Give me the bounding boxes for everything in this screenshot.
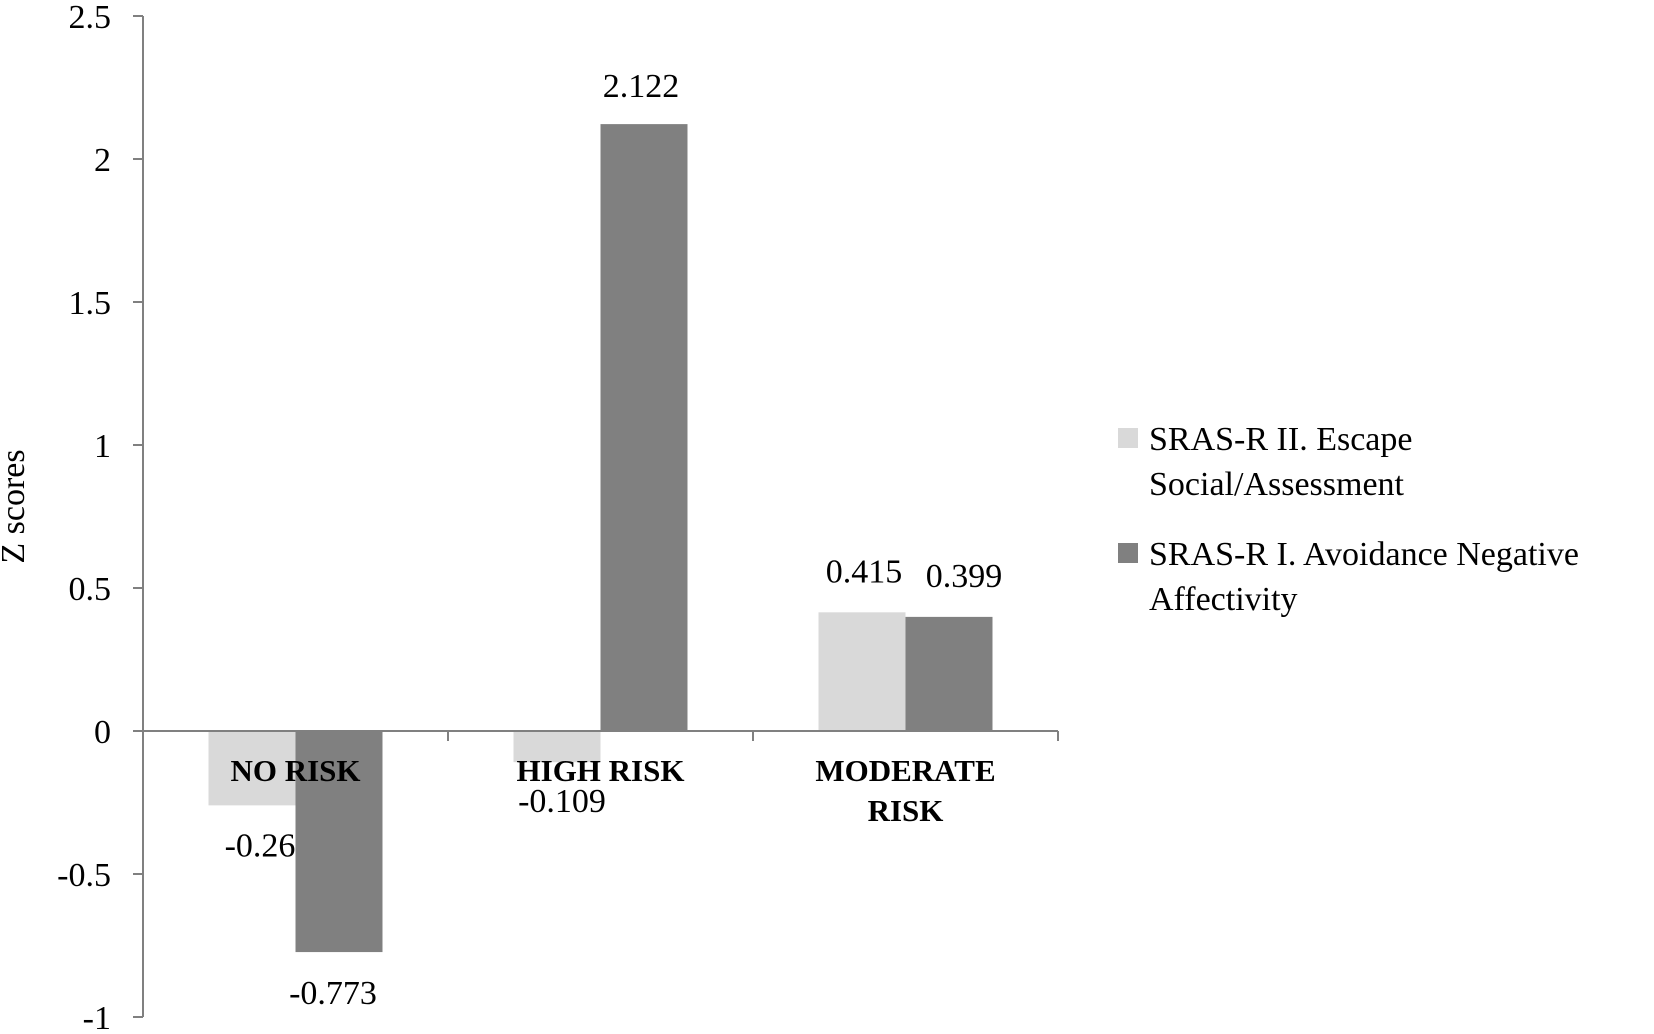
legend-swatch <box>1118 428 1138 448</box>
y-tick-label: 1.5 <box>69 285 112 322</box>
bar-series1-no-risk <box>208 731 296 806</box>
legend-label: SRAS-R II. Escape <box>1149 421 1412 458</box>
legend-swatch <box>1118 543 1138 563</box>
data-label: -0.773 <box>289 975 377 1012</box>
y-tick-label: 2 <box>94 142 111 179</box>
bar-series2-moderate-risk <box>905 616 993 731</box>
data-label: 0.415 <box>826 553 903 590</box>
bar-series2-no-risk <box>295 731 383 953</box>
data-label: -0.26 <box>225 827 296 864</box>
data-label: 0.399 <box>926 558 1003 595</box>
y-tick-label: 1 <box>94 428 111 465</box>
x-category-label: NO RISK <box>230 753 360 788</box>
x-category-label: RISK <box>868 793 944 828</box>
bar-series1-high-risk <box>513 731 601 763</box>
legend-label: SRAS-R I. Avoidance Negative <box>1149 536 1579 573</box>
legend-label: Social/Assessment <box>1149 466 1405 503</box>
data-label: -0.109 <box>518 783 606 820</box>
x-category-label: HIGH RISK <box>517 753 685 788</box>
y-tick-label: 0 <box>94 714 111 751</box>
y-tick-label: -0.5 <box>57 857 111 894</box>
y-tick-label: -1 <box>83 1000 111 1029</box>
x-category-label: MODERATE <box>815 753 995 788</box>
bar-series2-high-risk <box>600 124 688 731</box>
bar-series1-moderate-risk <box>818 612 906 731</box>
y-tick-label: 0.5 <box>69 571 112 608</box>
y-axis-title: Z scores <box>0 449 32 563</box>
data-label: 2.122 <box>603 68 680 105</box>
y-tick-label: 2.5 <box>69 0 112 36</box>
legend-label: Affectivity <box>1149 581 1298 618</box>
